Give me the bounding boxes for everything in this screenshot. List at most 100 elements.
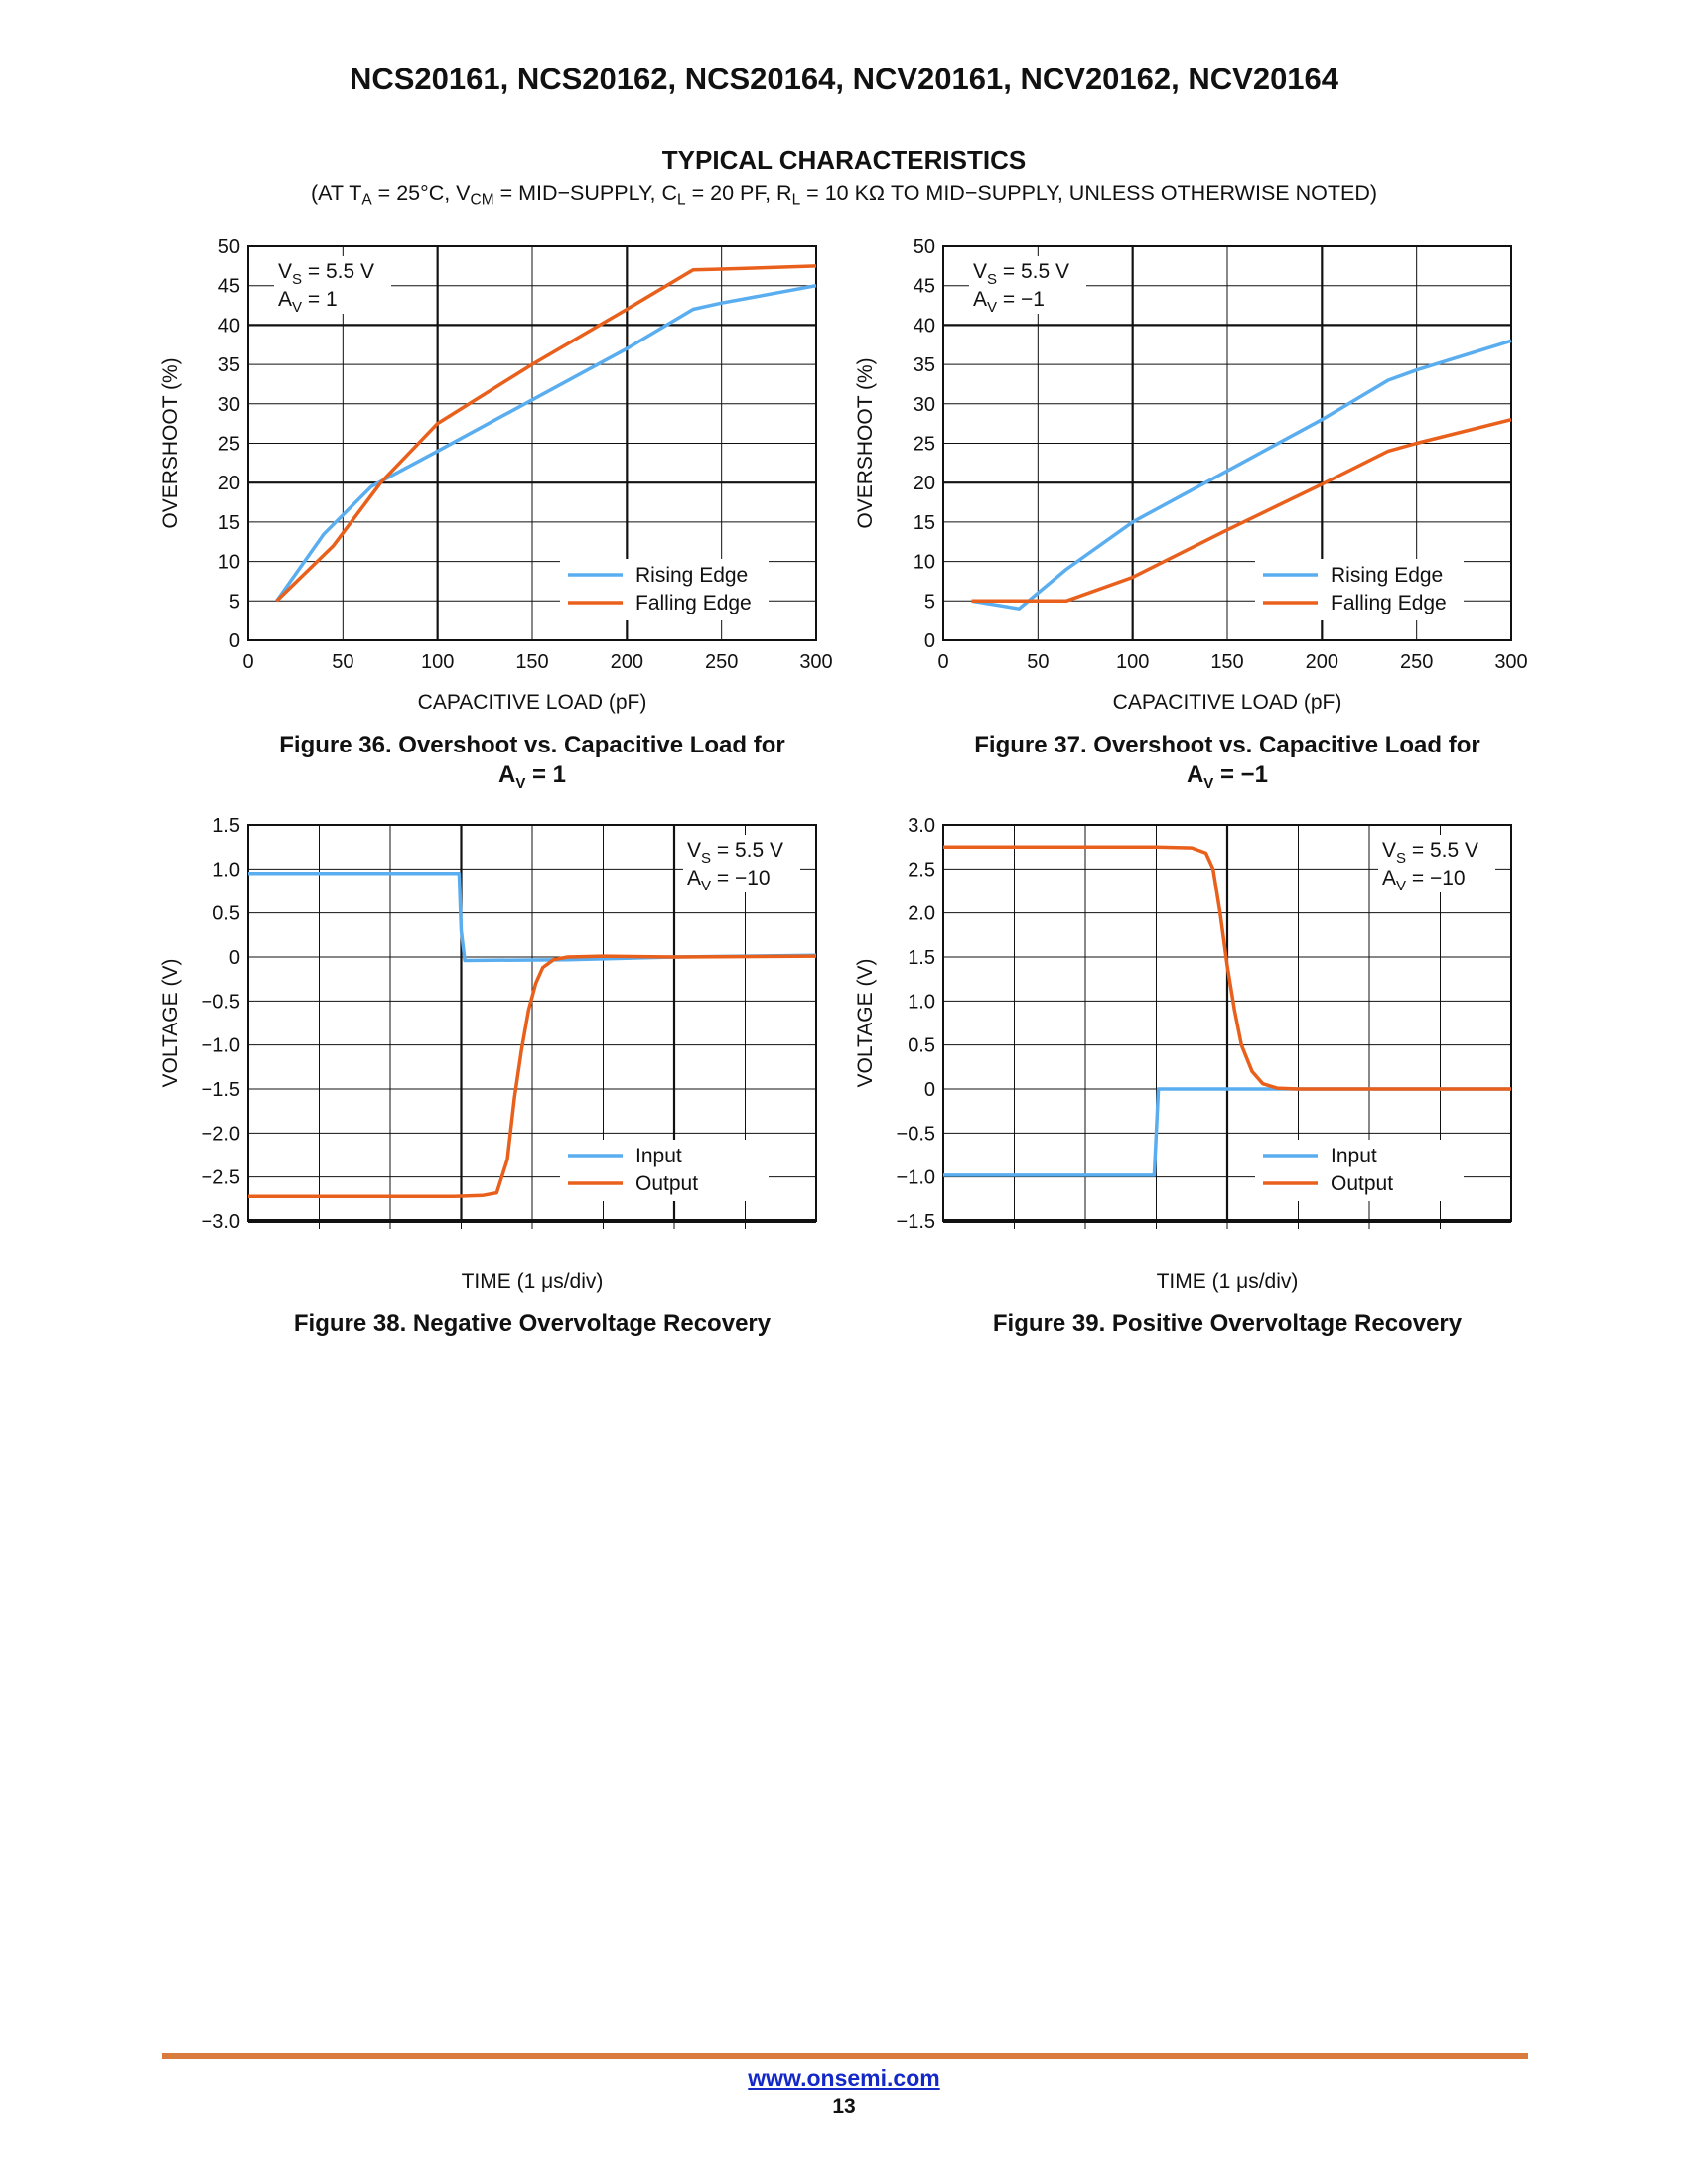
y-tick-label: 25 (218, 434, 240, 456)
y-tick-label: 2.5 (908, 859, 935, 881)
y-tick-label: −1.0 (897, 1167, 935, 1189)
x-axis-label-part: s/div) (1248, 1270, 1298, 1293)
annotation-gain: AV = −1 (973, 288, 1045, 316)
y-tick-label: 0.5 (212, 903, 240, 925)
annotation-supply-part: = 5.5 V (302, 260, 374, 283)
legend-label: Input (635, 1145, 682, 1167)
y-tick-label: 20 (914, 473, 935, 494)
annotation-supply-part: V (278, 260, 292, 283)
figure-caption: Figure 36. Overshoot vs. Capacitive Load… (279, 732, 784, 758)
series-line (275, 283, 817, 603)
figure-caption: Figure 38. Negative Overvoltage Recovery (294, 1310, 772, 1337)
y-tick-label: 35 (914, 354, 935, 376)
y-tick-label: 15 (914, 512, 935, 534)
figure-caption-gain-part: A (498, 761, 515, 788)
annotation-gain-part: A (278, 288, 292, 311)
document-title: NCS20161, NCS20162, NCS20164, NCV20161, … (349, 62, 1339, 96)
figure-caption-gain-part: A (1187, 761, 1203, 788)
cond-sub: L (677, 191, 686, 208)
y-tick-label: 1.0 (212, 859, 240, 881)
x-tick-label: 150 (515, 651, 548, 673)
x-axis-label: TIME (1 μs/div) (462, 1270, 604, 1293)
annotation-gain: AV = −10 (687, 867, 771, 894)
plot-frame (942, 245, 1512, 641)
legend-box (1255, 559, 1464, 620)
y-tick-label: 0.5 (908, 1035, 935, 1057)
figure-caption-gain-sub: V (1203, 775, 1213, 792)
cond-text: = 25°C, V (371, 181, 471, 205)
cond-text: = 10 KΩ TO MID−SUPPLY, UNLESS OTHERWISE … (800, 181, 1378, 205)
cond-sub: L (791, 191, 801, 208)
footer-rule (162, 2053, 1528, 2059)
annotation-supply-sub: S (701, 850, 711, 867)
y-tick-label: 45 (914, 276, 935, 298)
cond-sub: A (361, 191, 372, 208)
y-tick-label: 0 (924, 1079, 935, 1101)
x-tick-label: 200 (611, 651, 643, 673)
annotation-box (274, 256, 391, 314)
y-tick-label: 1.0 (908, 991, 935, 1013)
chart-2: 0 5 10 15 20 25 30 35 40 45 50 0 50 100 150 200 250 300 OV… (854, 236, 1528, 792)
annotation-gain-part: A (1382, 867, 1396, 889)
y-tick-label: 1.5 (212, 815, 240, 837)
annotation-gain-sub: V (987, 299, 997, 316)
annotation-supply-part: = 5.5 V (997, 260, 1069, 283)
x-axis-label-part: μ (1236, 1270, 1248, 1293)
y-tick-label: −1.5 (202, 1079, 240, 1101)
series-line (248, 954, 817, 1198)
legend-label: Output (635, 1172, 698, 1195)
plot-frame (247, 245, 817, 641)
x-tick-label: 50 (1027, 651, 1049, 673)
y-axis-label: VOLTAGE (V) (159, 959, 182, 1088)
annotation-box (683, 835, 800, 892)
annotation-supply: VS = 5.5 V (278, 260, 374, 288)
y-tick-label: 0 (229, 947, 240, 969)
y-tick-label: 0 (229, 630, 240, 652)
legend-box (1255, 1140, 1464, 1201)
x-tick-label: 250 (1400, 651, 1433, 673)
x-tick-label: 300 (1494, 651, 1527, 673)
y-tick-label: 50 (914, 236, 935, 258)
x-axis-label: TIME (1 μs/div) (1157, 1270, 1299, 1293)
annotation-supply-part: = 5.5 V (711, 839, 783, 862)
y-tick-label: 50 (218, 236, 240, 258)
annotation-supply-part: V (1382, 839, 1396, 862)
figure-caption-gain-sub: V (515, 775, 525, 792)
x-axis-label: CAPACITIVE LOAD (pF) (418, 691, 647, 714)
cond-text: = 20 PF, R (685, 181, 792, 205)
y-tick-label: 30 (218, 394, 240, 416)
x-tick-label: 50 (332, 651, 353, 673)
y-tick-label: 10 (218, 552, 240, 574)
series-line (943, 845, 1511, 1091)
annotation-supply-sub: S (1396, 850, 1406, 867)
y-tick-label: −2.5 (202, 1167, 240, 1189)
series-line (971, 339, 1512, 611)
legend-label: Falling Edge (635, 592, 752, 614)
y-tick-label: 10 (914, 552, 935, 574)
y-tick-label: 1.5 (908, 947, 935, 969)
x-tick-label: 0 (242, 651, 253, 673)
x-axis-label-part: TIME (1 (462, 1270, 542, 1293)
y-tick-label: 2.0 (908, 903, 935, 925)
annotation-gain-part: = 1 (302, 288, 338, 311)
x-axis-label-part: s/div) (553, 1270, 603, 1293)
annotation-gain-part: A (687, 867, 701, 889)
chart-1: 0 5 10 15 20 25 30 35 40 45 50 0 50 100 150 200 250 300 OV… (159, 236, 833, 792)
y-axis-label: OVERSHOOT (%) (854, 357, 877, 528)
annotation-gain-sub: V (292, 299, 302, 316)
chart-4: −1.5 −1.0 −0.5 0 0.5 1.0 1.5 2.0 2.5 3.0 VOLTAGE (… (854, 815, 1512, 1337)
figure-caption-gain-part: = −1 (1213, 761, 1268, 788)
y-tick-label: −2.0 (202, 1123, 240, 1145)
annotation-supply-part: V (687, 839, 701, 862)
page-number: 13 (832, 2095, 856, 2117)
annotation-gain-part: = −10 (711, 867, 771, 889)
figure-caption-gain: AV = 1 (498, 761, 566, 792)
y-tick-label: 0 (924, 630, 935, 652)
cond-text: (AT T (310, 181, 362, 205)
footer-link[interactable]: www.onsemi.com (748, 2065, 940, 2091)
section-title: TYPICAL CHARACTERISTICS (661, 145, 1027, 175)
y-tick-label: −3.0 (202, 1211, 240, 1233)
annotation-supply-sub: S (987, 271, 997, 288)
y-tick-label: 3.0 (908, 815, 935, 837)
